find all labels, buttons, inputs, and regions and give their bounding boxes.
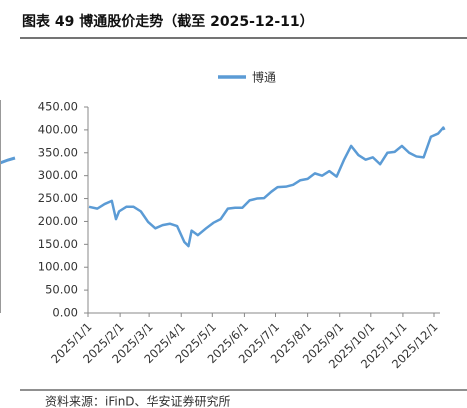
y-tick-label: 50.00 — [45, 283, 78, 297]
y-tick-label: 0.00 — [52, 306, 78, 320]
y-tick-label: 350.00 — [38, 145, 78, 159]
source-note: 资料来源：iFinD、华安证券研究所 — [45, 394, 231, 408]
price-line — [88, 126, 446, 248]
y-tick-label: 400.00 — [38, 122, 78, 136]
y-tick-label: 200.00 — [38, 214, 78, 228]
adjacent-chart-fragment — [0, 156, 16, 165]
y-tick-label: 150.00 — [38, 237, 78, 251]
y-tick-label: 300.00 — [38, 168, 78, 182]
y-tick-label: 450.00 — [38, 100, 78, 114]
chart-title: 图表 49 博通股价走势（截至 2025-12-11） — [22, 13, 314, 30]
y-tick-label: 250.00 — [38, 191, 78, 205]
y-tick-label: 100.00 — [38, 260, 78, 274]
legend-label: 博通 — [252, 70, 276, 85]
